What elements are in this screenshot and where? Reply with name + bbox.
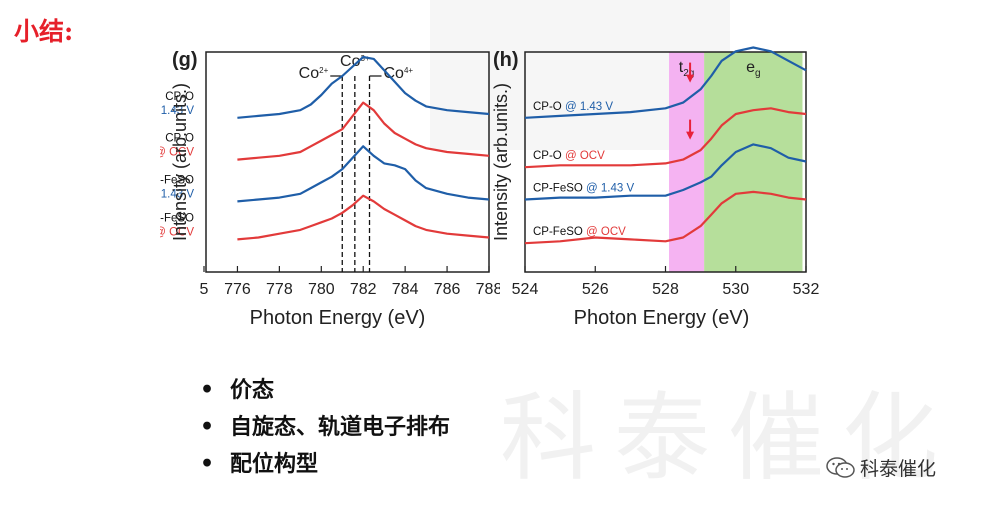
x-tick-label: 776 <box>224 281 251 298</box>
x-tick-label: 778 <box>266 281 293 298</box>
chart-h: t2g eg 524 526 528 530 532 CP-O @ 1.43 V CP-O @ … <box>491 46 820 329</box>
region-label: t2g <box>679 59 695 79</box>
panel-label: (h) <box>493 49 519 71</box>
series-label: CP-FeSO @ OCV <box>533 226 626 238</box>
series-label-sub: @ OCV <box>160 147 194 159</box>
bullet-item: • 价态 <box>200 377 275 403</box>
x-axis-label: Photon Energy (eV) <box>250 307 426 329</box>
series-label-main: CP-FeSO <box>160 174 194 186</box>
x-tick-label: 526 <box>582 281 609 298</box>
x-tick-label: 532 <box>793 281 820 298</box>
series-label-main: CP-O <box>165 91 194 103</box>
marker-label: Co4+ <box>384 65 414 82</box>
x-tick-label: 786 <box>434 281 461 298</box>
x-tick-label: 5 <box>200 281 209 298</box>
series-line-2 <box>524 143 807 201</box>
summary-list: • 价态 • 自旋态、轨道电子排布 • 配位构型 <box>200 372 450 483</box>
series-label-main: CP-FeSO <box>160 212 194 224</box>
series-label: CP-O @ OCV <box>533 150 605 162</box>
red-arrow-head <box>686 131 695 140</box>
series-label-sub: @ OCV <box>160 226 194 238</box>
x-axis-label: Photon Energy (eV) <box>574 307 750 329</box>
bullet-item: • 自旋态、轨道电子排布 <box>200 414 451 440</box>
x-tick-label: 788 <box>476 281 500 298</box>
red-arrow-head <box>686 74 695 83</box>
series-line-1 <box>237 101 490 161</box>
series-label-main: CP-O <box>165 133 194 145</box>
wechat-logo: 科泰催化 <box>826 454 936 481</box>
y-axis-label: Intensity (arb.units.) <box>170 83 190 241</box>
x-tick-label: 524 <box>512 281 539 298</box>
series-line-0 <box>237 55 490 119</box>
y-axis-label: Intensity (arb.units.) <box>491 83 511 241</box>
marker-label: Co3+ <box>340 53 370 70</box>
series-line-0 <box>524 46 807 119</box>
series-line-3 <box>524 190 807 245</box>
series-label: CP-FeSO @ 1.43 V <box>533 183 634 195</box>
series-label-sub: @ 1.43 V <box>160 188 194 200</box>
series-label-sub: @ 1.43 V <box>160 105 194 117</box>
x-tick-label: 784 <box>392 281 419 298</box>
plot-frame <box>205 51 490 273</box>
series-line-2 <box>237 145 490 203</box>
series-label: CP-O @ 1.43 V <box>533 101 613 113</box>
series-line-3 <box>237 194 490 241</box>
x-tick-label: 528 <box>652 281 679 298</box>
x-tick-label: 530 <box>722 281 749 298</box>
x-tick-label: 782 <box>350 281 377 298</box>
region-1 <box>704 52 803 272</box>
x-tick-label: 780 <box>308 281 335 298</box>
slide-title: 小结: <box>14 17 74 46</box>
watermark-text: 科泰催化 <box>500 382 956 494</box>
region-label: eg <box>746 59 760 79</box>
logo-text: 科泰催化 <box>860 458 937 480</box>
bullet-item: • 配位构型 <box>200 451 319 477</box>
chart-g: 5 776 778 780 782 784 786 788 Co2+ Co3+ Co4+ CP-O @ … <box>160 49 500 329</box>
wechat-icon <box>826 456 855 478</box>
panel-label: (g) <box>172 49 198 71</box>
marker-label: Co2+ <box>299 65 329 82</box>
series-line-1 <box>524 107 807 169</box>
